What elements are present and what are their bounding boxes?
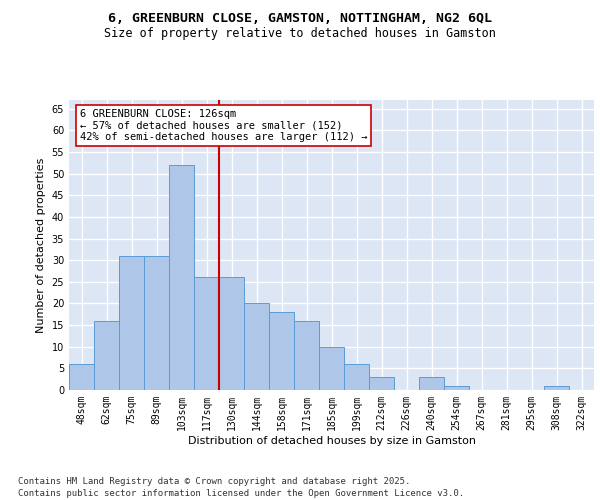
Bar [344, 364, 369, 390]
Bar [269, 312, 294, 390]
Bar [119, 256, 144, 390]
Bar [369, 377, 394, 390]
Bar [219, 278, 244, 390]
Bar [144, 256, 169, 390]
Text: Size of property relative to detached houses in Gamston: Size of property relative to detached ho… [104, 28, 496, 40]
Bar [544, 386, 569, 390]
X-axis label: Distribution of detached houses by size in Gamston: Distribution of detached houses by size … [187, 436, 476, 446]
Bar [244, 304, 269, 390]
Bar [169, 165, 194, 390]
Bar [94, 320, 119, 390]
Y-axis label: Number of detached properties: Number of detached properties [36, 158, 46, 332]
Bar [294, 320, 319, 390]
Bar [194, 278, 219, 390]
Bar [319, 346, 344, 390]
Bar [419, 377, 444, 390]
Text: Contains HM Land Registry data © Crown copyright and database right 2025.
Contai: Contains HM Land Registry data © Crown c… [18, 476, 464, 498]
Text: 6, GREENBURN CLOSE, GAMSTON, NOTTINGHAM, NG2 6QL: 6, GREENBURN CLOSE, GAMSTON, NOTTINGHAM,… [108, 12, 492, 26]
Text: 6 GREENBURN CLOSE: 126sqm
← 57% of detached houses are smaller (152)
42% of semi: 6 GREENBURN CLOSE: 126sqm ← 57% of detac… [79, 108, 367, 142]
Bar [444, 386, 469, 390]
Bar [69, 364, 94, 390]
